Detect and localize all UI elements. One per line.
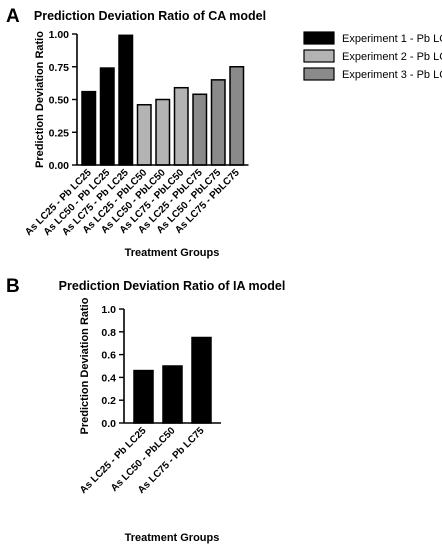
legend-swatch xyxy=(303,49,335,63)
y-tick-label: 0.6 xyxy=(101,350,116,362)
y-tick-label: 1.0 xyxy=(101,304,116,316)
panel-letter-a: A xyxy=(6,6,20,27)
bar xyxy=(133,369,154,424)
bar xyxy=(162,365,183,424)
y-tick-label: 0.00 xyxy=(49,160,70,172)
legend-label: Experiment 1 - Pb LC25 xyxy=(342,33,442,45)
y-axis-label: Prediction Deviation Ratio xyxy=(79,297,91,434)
chart-b-title: Prediction Deviation Ratio of IA model xyxy=(59,279,286,293)
y-tick-label: 0.0 xyxy=(101,418,116,430)
chart-a-title: Prediction Deviation Ratio of CA model xyxy=(34,9,266,23)
y-tick-label: 0.2 xyxy=(101,395,116,407)
bar xyxy=(229,66,245,166)
bar xyxy=(192,93,208,166)
bar xyxy=(155,98,171,166)
y-tick-label: 1.00 xyxy=(49,29,70,41)
bar xyxy=(136,103,152,166)
legend-label: Experiment 2 - Pb LC50 xyxy=(342,51,442,63)
chart-a-legend: Experiment 1 - Pb LC25 Experiment 2 - Pb … xyxy=(303,31,442,81)
y-axis-label: Prediction Deviation Ratio xyxy=(34,31,46,168)
y-tick-label: 0.4 xyxy=(101,372,116,384)
y-tick-label: 0.8 xyxy=(101,327,116,339)
bar xyxy=(210,79,226,166)
bar xyxy=(191,336,212,424)
x-axis-label: Treatment Groups xyxy=(125,532,220,544)
bar xyxy=(118,34,134,166)
legend-label: Experiment 3 - Pb LC75 xyxy=(342,69,442,81)
bar xyxy=(99,67,115,166)
bar xyxy=(81,90,97,166)
legend-swatch xyxy=(303,31,335,45)
x-axis-label: Treatment Groups xyxy=(125,247,220,259)
y-tick-label: 0.25 xyxy=(49,127,70,139)
y-tick-label: 0.50 xyxy=(49,95,70,107)
legend-swatch xyxy=(303,67,335,81)
panel-letter-b: B xyxy=(6,276,20,297)
bar xyxy=(173,86,189,166)
y-tick-label: 0.75 xyxy=(49,62,70,74)
